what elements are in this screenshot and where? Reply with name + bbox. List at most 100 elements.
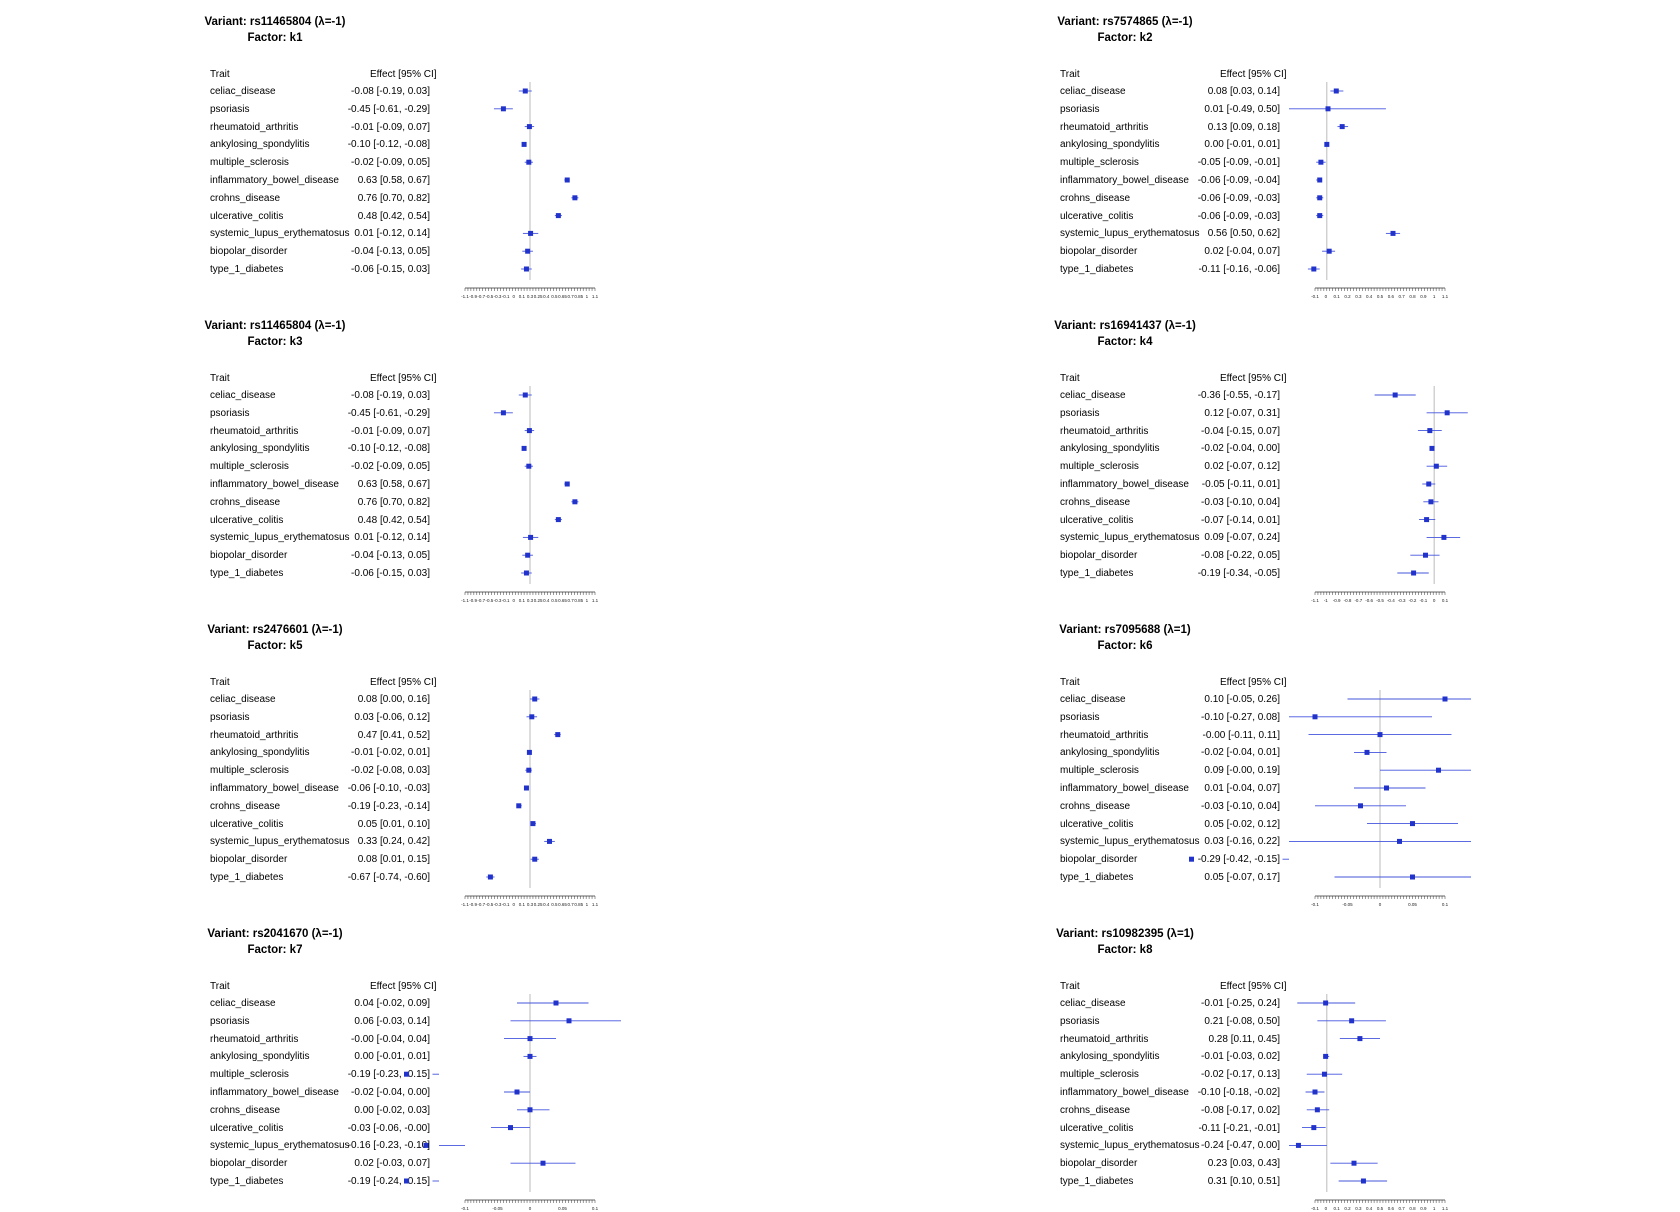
estimate-point [1427, 428, 1433, 434]
trait-label: inflammatory_bowel_disease [1060, 479, 1189, 490]
effect-ci-label: -0.08 [-0.17, 0.02] [1201, 1104, 1280, 1116]
x-tick-label: 0.85 [574, 294, 583, 299]
trait-label: celiac_disease [210, 86, 276, 97]
trait-label: inflammatory_bowel_disease [210, 175, 339, 186]
x-tick-label: 1.1 [1442, 294, 1449, 299]
effect-ci-label: -0.45 [-0.61, -0.29] [347, 407, 430, 419]
trait-column-header: Trait [1060, 373, 1080, 384]
estimate-point [1295, 1142, 1301, 1148]
x-tick-label: 0.4 [1366, 1206, 1373, 1211]
panel-subtitle: Factor: k8 [1097, 944, 1153, 956]
effect-ci-label: 0.21 [-0.08, 0.50] [1204, 1015, 1280, 1027]
effect-ci-label: -0.06 [-0.09, -0.03] [1197, 192, 1280, 204]
estimate-point [1442, 696, 1448, 702]
estimate-point [523, 570, 529, 576]
effect-column-header: Effect [95% CI] [1220, 981, 1287, 992]
trait-label: ankylosing_spondylitis [1060, 139, 1160, 151]
effect-ci-label: -0.10 [-0.12, -0.08] [347, 443, 430, 455]
effect-ci-label: 0.56 [0.50, 0.62] [1207, 228, 1280, 240]
estimate-point [1321, 1071, 1327, 1077]
x-tick-label: 0.4 [543, 294, 550, 299]
effect-ci-label: 0.02 [-0.03, 0.07] [354, 1158, 430, 1170]
x-tick-label: -0.7 [1354, 598, 1362, 603]
trait-label: ankylosing_spondylitis [210, 443, 310, 455]
x-tick-label: -0.3 [494, 598, 502, 603]
trait-label: multiple_sclerosis [210, 765, 289, 777]
effect-ci-label: -0.02 [-0.08, 0.03] [351, 765, 430, 777]
trait-label: biopolar_disorder [1060, 550, 1138, 562]
trait-label: inflammatory_bowel_disease [210, 1087, 339, 1098]
effect-ci-label: 0.33 [0.24, 0.42] [357, 836, 430, 848]
estimate-point [1377, 732, 1383, 738]
trait-label: multiple_sclerosis [210, 1069, 289, 1081]
trait-label: inflammatory_bowel_disease [1060, 175, 1189, 186]
x-tick-label: 0.2 [1344, 1206, 1351, 1211]
x-tick-label: 0.5 [551, 598, 558, 603]
effect-column-header: Effect [95% CI] [370, 69, 437, 80]
x-tick-label: -0.1 [1311, 902, 1319, 907]
x-tick-label: 0.7 [567, 598, 574, 603]
x-tick-label: -1.1 [461, 598, 469, 603]
effect-ci-label: -0.08 [-0.22, 0.05] [1201, 550, 1280, 562]
x-tick-label: -0.05 [492, 1206, 503, 1211]
estimate-point [529, 714, 535, 720]
effect-ci-label: -0.06 [-0.09, -0.03] [1197, 210, 1280, 222]
x-tick-label: -1.1 [461, 902, 469, 907]
trait-label: type_1_diabetes [210, 264, 284, 275]
estimate-point [1312, 1089, 1318, 1095]
estimate-point [522, 392, 528, 398]
estimate-point [527, 1036, 533, 1042]
panel-subtitle: Factor: k1 [247, 32, 303, 44]
effect-ci-label: -0.06 [-0.15, 0.03] [351, 568, 430, 579]
trait-label: biopolar_disorder [210, 854, 288, 866]
estimate-point [423, 1142, 429, 1148]
x-tick-label: 1.1 [592, 294, 599, 299]
forest-plot-svg: -1.1 -0.9 -0.7 -0.5 -0.3 -0.1 0 0.1 0.3 0.25 0.4 0.… [461, 690, 599, 907]
estimate-point [523, 785, 529, 791]
trait-label: ulcerative_colitis [210, 1122, 284, 1134]
estimate-point [1317, 213, 1323, 219]
x-tick-label: -0.1 [1419, 598, 1427, 603]
trait-label: crohns_disease [210, 800, 281, 812]
estimate-point [1324, 141, 1330, 147]
estimate-point [1428, 499, 1434, 505]
estimate-point [1317, 195, 1323, 201]
x-tick-label: 1.1 [1442, 1206, 1449, 1211]
estimate-point [564, 481, 570, 487]
trait-label: psoriasis [1060, 711, 1100, 723]
x-tick-label: -0.7 [477, 294, 485, 299]
x-tick-label: 0 [512, 294, 515, 299]
forest-plot-svg: -0.1 0 0.1 0.2 0.3 0.4 0.5 0.6 0.7 0.8 0.9 1 1.1 [1289, 82, 1449, 299]
x-tick-label: 0 [1379, 902, 1382, 907]
effect-ci-label: -0.16 [-0.23, -0.10] [347, 1140, 430, 1152]
effect-ci-label: -0.01 [-0.03, 0.02] [1201, 1051, 1280, 1063]
estimate-point [553, 1000, 559, 1006]
x-tick-label: 0.1 [519, 902, 526, 907]
trait-label: type_1_diabetes [1060, 568, 1134, 579]
estimate-point [555, 213, 561, 219]
estimate-point [526, 767, 532, 773]
trait-label: ankylosing_spondylitis [1060, 1051, 1160, 1063]
effect-ci-label: -0.19 [-0.24, -0.15] [347, 1176, 430, 1187]
forest-plot-svg: -1.1 -1 -0.9 -0.8 -0.7 -0.6 -0.5 -0.4 -0.3 -0.2 -0… [1311, 386, 1468, 603]
x-tick-label: -0.1 [461, 1206, 469, 1211]
effect-ci-label: 0.08 [0.01, 0.15] [357, 854, 430, 866]
estimate-point [516, 803, 522, 809]
forest-plot-svg: -0.1 0 0.1 0.2 0.3 0.4 0.5 0.6 0.7 0.8 0.9 1 1.1 [1289, 994, 1449, 1211]
x-tick-label: 0.7 [567, 902, 574, 907]
effect-ci-label: -0.00 [-0.04, 0.04] [351, 1033, 430, 1045]
x-tick-label: 0.3 [1355, 294, 1362, 299]
estimate-point [528, 534, 534, 540]
effect-ci-label: -0.04 [-0.13, 0.05] [351, 246, 430, 258]
effect-ci-label: 0.63 [0.58, 0.67] [357, 175, 430, 186]
estimate-point [525, 248, 531, 254]
x-tick-label: 0.85 [574, 598, 583, 603]
x-tick-label: 0.2 [1344, 294, 1351, 299]
x-tick-label: -1 [1324, 598, 1328, 603]
x-tick-label: -0.5 [485, 294, 493, 299]
trait-label: psoriasis [210, 103, 250, 115]
x-tick-label: 1.1 [592, 598, 599, 603]
effect-ci-label: 0.48 [0.42, 0.54] [357, 210, 430, 222]
trait-label: rheumatoid_arthritis [1060, 121, 1149, 133]
effect-ci-label: -0.02 [-0.04, 0.00] [1201, 443, 1280, 455]
